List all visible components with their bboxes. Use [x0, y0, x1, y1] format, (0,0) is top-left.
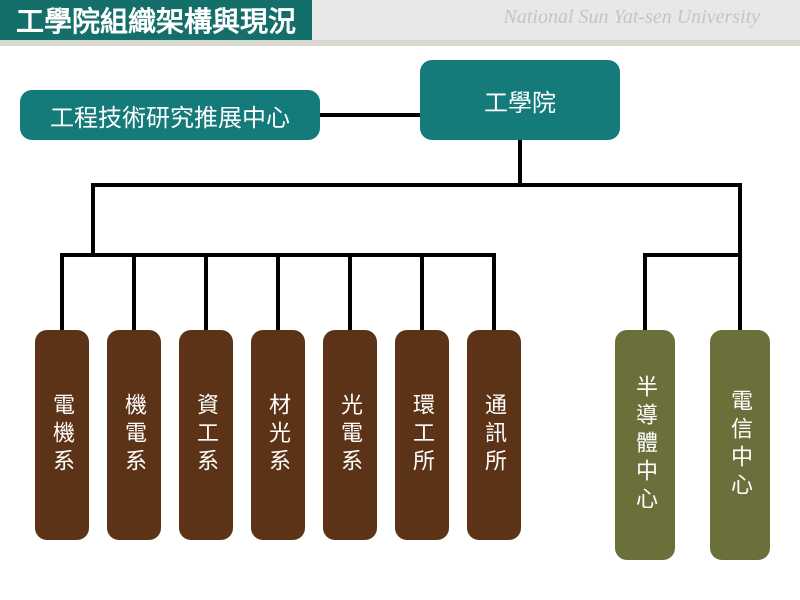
node-dept-5-label: 光電系 — [334, 393, 366, 477]
node-dept-1: 電機系 — [35, 330, 89, 540]
node-root: 工學院 — [420, 60, 620, 140]
node-dept-3: 資工系 — [179, 330, 233, 540]
node-center-1: 半導體中心 — [615, 330, 675, 560]
node-dept-6: 環工所 — [395, 330, 449, 540]
node-dept-1-label: 電機系 — [46, 393, 78, 477]
node-side: 工程技術研究推展中心 — [20, 90, 320, 140]
node-center-2-label: 電信中心 — [724, 389, 756, 501]
node-dept-3-label: 資工系 — [190, 393, 222, 477]
node-dept-4-label: 材光系 — [262, 393, 294, 477]
node-dept-7: 通訊所 — [467, 330, 521, 540]
page-title: 工學院組織架構與現況 — [0, 0, 312, 40]
header-underline — [0, 40, 800, 46]
node-side-label: 工程技術研究推展中心 — [50, 98, 290, 133]
node-dept-5: 光電系 — [323, 330, 377, 540]
node-center-1-label: 半導體中心 — [629, 375, 661, 515]
node-dept-6-label: 環工所 — [406, 393, 438, 477]
node-dept-2-label: 機電系 — [118, 393, 150, 477]
node-center-2: 電信中心 — [710, 330, 770, 560]
university-subtitle: National Sun Yat-sen University — [504, 6, 760, 29]
node-dept-7-label: 通訊所 — [478, 393, 510, 477]
node-root-label: 工學院 — [484, 83, 556, 118]
node-dept-4: 材光系 — [251, 330, 305, 540]
node-dept-2: 機電系 — [107, 330, 161, 540]
